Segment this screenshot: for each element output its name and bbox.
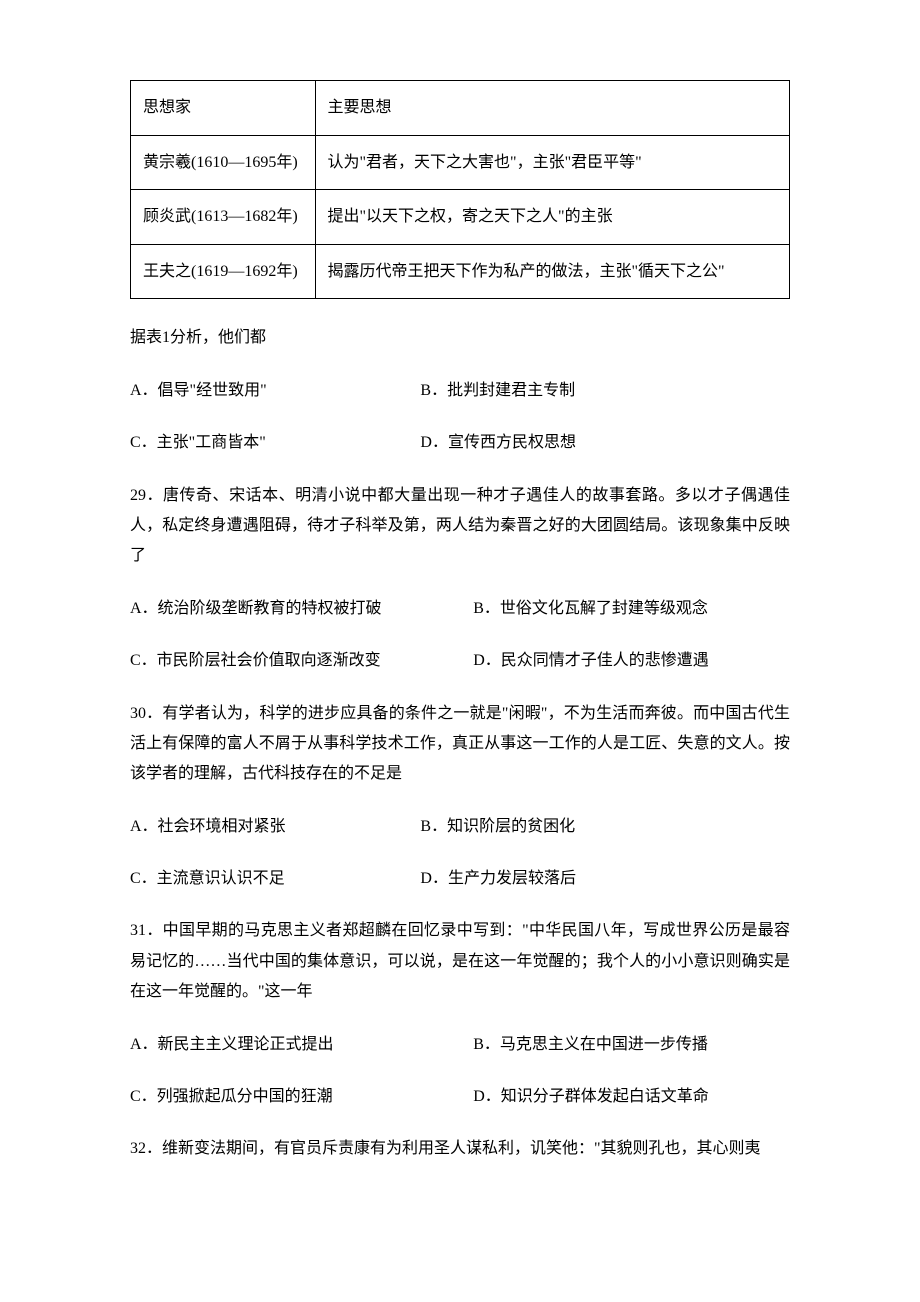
- table-header-thought: 主要思想: [315, 81, 789, 136]
- q29-choices-row-1: A．统治阶级垄断教育的特权被打破 B．世俗文化瓦解了封建等级观念: [130, 594, 790, 624]
- q30-choices-row-1: A．社会环境相对紧张 B．知识阶层的贫困化: [130, 812, 790, 842]
- table-cell-thinker: 黄宗羲(1610—1695年): [131, 135, 316, 190]
- q30-choice-d: D．生产力发层较落后: [420, 864, 790, 894]
- q31-choice-c: C．列强掀起瓜分中国的狂潮: [130, 1082, 473, 1112]
- q29-choices-row-2: C．市民阶层社会价值取向逐渐改变 D．民众同情才子佳人的悲惨遭遇: [130, 646, 790, 676]
- table-row: 顾炎武(1613—1682年) 提出"以天下之权，寄之天下之人"的主张: [131, 190, 790, 245]
- q28-choice-a: A．倡导"经世致用": [130, 376, 420, 406]
- q31-choice-d: D．知识分子群体发起白话文革命: [473, 1082, 790, 1112]
- q32-stem: 32．维新变法期间，有官员斥责康有为利用圣人谋私利，讥笑他："其貌则孔也，其心则…: [130, 1134, 790, 1164]
- q28-choices-row-2: C．主张"工商皆本" D．宣传西方民权思想: [130, 428, 790, 458]
- q30-choice-c: C．主流意识认识不足: [130, 864, 420, 894]
- table-header-thinker: 思想家: [131, 81, 316, 136]
- q31-choices-row-1: A．新民主主义理论正式提出 B．马克思主义在中国进一步传播: [130, 1030, 790, 1060]
- q29-stem: 29．唐传奇、宋话本、明清小说中都大量出现一种才子遇佳人的故事套路。多以才子偶遇…: [130, 481, 790, 572]
- table-cell-thought: 揭露历代帝王把天下作为私产的做法，主张"循天下之公": [315, 244, 789, 299]
- q31-stem: 31．中国早期的马克思主义者郑超麟在回忆录中写到："中华民国八年，写成世界公历是…: [130, 916, 790, 1007]
- table-row: 黄宗羲(1610—1695年) 认为"君者，天下之大害也"，主张"君臣平等": [131, 135, 790, 190]
- table-cell-thought: 提出"以天下之权，寄之天下之人"的主张: [315, 190, 789, 245]
- q30-stem: 30．有学者认为，科学的进步应具备的条件之一就是"闲暇"，不为生活而奔彼。而中国…: [130, 699, 790, 790]
- q30-choice-b: B．知识阶层的贫困化: [420, 812, 790, 842]
- q30-choice-a: A．社会环境相对紧张: [130, 812, 420, 842]
- thinker-table: 思想家 主要思想 黄宗羲(1610—1695年) 认为"君者，天下之大害也"，主…: [130, 80, 790, 299]
- q28-choice-d: D．宣传西方民权思想: [420, 428, 790, 458]
- table-cell-thinker: 王夫之(1619—1692年): [131, 244, 316, 299]
- table-cell-thought: 认为"君者，天下之大害也"，主张"君臣平等": [315, 135, 789, 190]
- table-header-row: 思想家 主要思想: [131, 81, 790, 136]
- q28-choice-c: C．主张"工商皆本": [130, 428, 420, 458]
- q31-choice-b: B．马克思主义在中国进一步传播: [473, 1030, 790, 1060]
- q29-choice-a: A．统治阶级垄断教育的特权被打破: [130, 594, 473, 624]
- q29-choice-b: B．世俗文化瓦解了封建等级观念: [473, 594, 790, 624]
- table-row: 王夫之(1619—1692年) 揭露历代帝王把天下作为私产的做法，主张"循天下之…: [131, 244, 790, 299]
- q28-stem: 据表1分析，他们都: [130, 323, 790, 353]
- q28-choice-b: B．批判封建君主专制: [420, 376, 790, 406]
- q29-choice-d: D．民众同情才子佳人的悲惨遭遇: [473, 646, 790, 676]
- q29-choice-c: C．市民阶层社会价值取向逐渐改变: [130, 646, 473, 676]
- q30-choices-row-2: C．主流意识认识不足 D．生产力发层较落后: [130, 864, 790, 894]
- table-cell-thinker: 顾炎武(1613—1682年): [131, 190, 316, 245]
- q28-choices-row-1: A．倡导"经世致用" B．批判封建君主专制: [130, 376, 790, 406]
- q31-choice-a: A．新民主主义理论正式提出: [130, 1030, 473, 1060]
- q31-choices-row-2: C．列强掀起瓜分中国的狂潮 D．知识分子群体发起白话文革命: [130, 1082, 790, 1112]
